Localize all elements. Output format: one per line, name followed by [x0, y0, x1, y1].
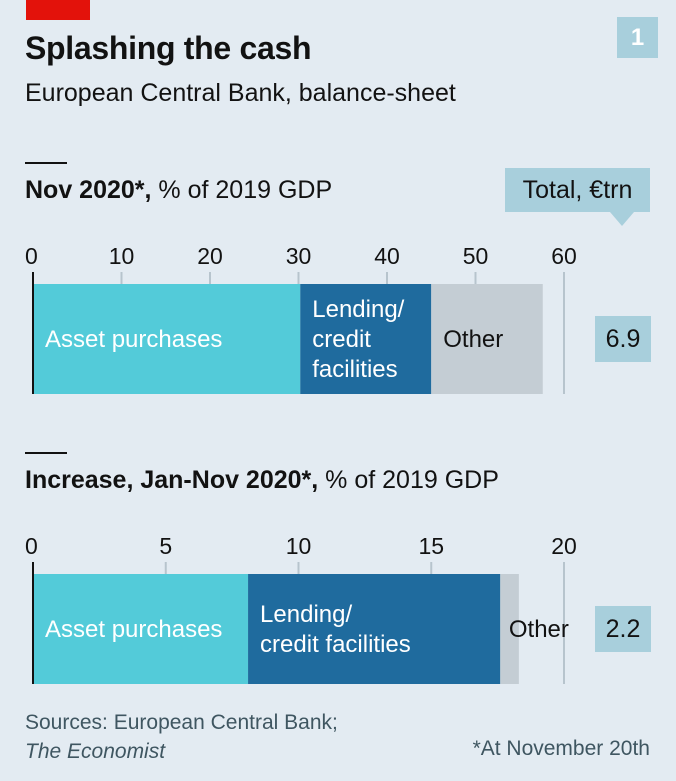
footnote: *At November 20th	[472, 737, 650, 760]
section-rule-2	[25, 452, 67, 454]
tick-label-2-1: 5	[159, 533, 172, 559]
tick-label-2-4: 20	[551, 533, 577, 559]
segment-label-1-1-0: Lending/	[312, 296, 404, 323]
segment-label-1-2-0: Other	[443, 326, 503, 353]
chart-subtitle: European Central Bank, balance-sheet	[25, 79, 456, 107]
section-title-2-rest: % of 2019 GDP	[318, 466, 499, 494]
chart-number-badge: 1	[617, 17, 658, 58]
source-prefix: Sources: European Central Bank;	[25, 711, 338, 734]
source-publication: The Economist	[25, 740, 166, 763]
segment-label-1-0-0: Asset purchases	[45, 326, 222, 353]
bar-segment-2-lending-credit-facilities	[248, 574, 501, 684]
segment-label-1-1-1: credit	[312, 326, 371, 353]
section-title-1: Nov 2020*, % of 2019 GDP	[25, 176, 332, 205]
section-rule-1	[25, 162, 67, 164]
tick-label-1-2: 20	[197, 243, 223, 269]
segment-label-2-0-0: Asset purchases	[45, 616, 222, 643]
bar-segment-2-asset-purchases	[33, 574, 249, 684]
chart-title: Splashing the cash	[25, 30, 312, 66]
brand-red-tag	[26, 0, 90, 20]
tick-label-2-3: 15	[418, 533, 444, 559]
bar-segment-2-other	[500, 574, 519, 684]
source-note: Sources: European Central Bank; The Econo…	[25, 708, 338, 766]
section-title-1-bold: Nov 2020*,	[25, 176, 152, 204]
tick-label-1-5: 50	[463, 243, 489, 269]
bar-segment-1-asset-purchases	[33, 284, 301, 394]
section-title-2-bold: Increase, Jan-Nov 2020*,	[25, 466, 319, 494]
section-title-1-rest: % of 2019 GDP	[151, 176, 333, 204]
total-header-pointer	[610, 212, 634, 226]
bar-segment-1-other	[431, 284, 543, 394]
tick-label-2-2: 10	[286, 533, 312, 559]
section-title-2: Increase, Jan-Nov 2020*, % of 2019 GDP	[25, 466, 499, 495]
segment-label-2-2-0: Other	[509, 616, 569, 643]
tick-label-1-4: 40	[374, 243, 400, 269]
total-value-1: 6.9	[595, 316, 651, 362]
tick-label-1-6: 60	[551, 243, 577, 269]
bar-segment-1-lending-credit-facilities	[300, 284, 432, 394]
segment-label-2-1-0: Lending/	[260, 601, 352, 628]
tick-label-1-1: 10	[109, 243, 135, 269]
tick-label-1-0: 0	[25, 243, 38, 269]
total-value-2: 2.2	[595, 606, 651, 652]
segment-label-1-1-2: facilities	[312, 356, 397, 383]
tick-label-2-0: 0	[25, 533, 38, 559]
segment-label-2-1-1: credit facilities	[260, 631, 411, 658]
tick-label-1-3: 30	[286, 243, 312, 269]
total-header: Total, €trn	[505, 168, 650, 212]
